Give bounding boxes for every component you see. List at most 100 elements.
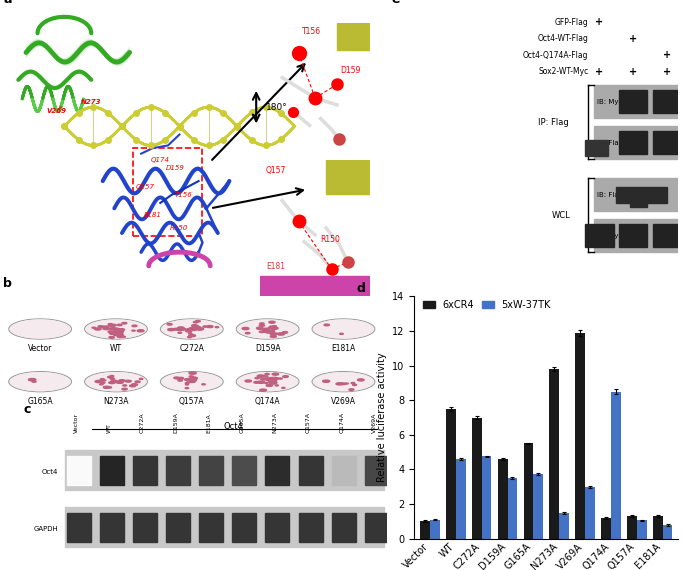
Text: b: b — [3, 276, 12, 290]
Circle shape — [114, 328, 118, 329]
Text: N273: N273 — [81, 99, 101, 105]
Bar — [616, 186, 667, 203]
Circle shape — [119, 329, 123, 331]
Bar — [594, 178, 678, 211]
Text: Oct4: Oct4 — [223, 422, 242, 431]
Bar — [265, 513, 289, 542]
Circle shape — [177, 329, 183, 331]
Circle shape — [259, 324, 264, 327]
Circle shape — [9, 372, 72, 392]
Circle shape — [104, 387, 108, 388]
Bar — [232, 456, 256, 484]
Text: +: + — [663, 50, 671, 60]
Circle shape — [272, 373, 279, 375]
Circle shape — [197, 328, 200, 329]
Bar — [586, 140, 608, 156]
Circle shape — [190, 377, 197, 380]
Text: +: + — [595, 17, 603, 27]
Circle shape — [95, 380, 102, 382]
Text: Vector: Vector — [28, 344, 52, 353]
Circle shape — [351, 382, 355, 384]
Text: E181A: E181A — [332, 344, 356, 353]
Circle shape — [358, 379, 364, 381]
Circle shape — [123, 385, 127, 386]
Circle shape — [99, 384, 103, 385]
Circle shape — [95, 328, 101, 330]
Circle shape — [103, 328, 110, 329]
Circle shape — [271, 328, 275, 329]
Circle shape — [160, 319, 223, 339]
Circle shape — [277, 333, 284, 335]
Circle shape — [92, 327, 96, 328]
Circle shape — [112, 324, 116, 326]
Circle shape — [122, 336, 125, 337]
Circle shape — [270, 333, 277, 335]
Text: IB: Flag: IB: Flag — [597, 192, 623, 198]
Circle shape — [340, 333, 343, 335]
Bar — [66, 456, 90, 484]
Text: E181: E181 — [144, 211, 162, 218]
Text: D159: D159 — [166, 165, 185, 171]
Bar — [508, 478, 517, 539]
Text: Sox2-WT-Myc: Sox2-WT-Myc — [538, 67, 588, 76]
Bar — [364, 456, 388, 484]
Circle shape — [108, 331, 113, 332]
Bar — [594, 86, 678, 118]
Circle shape — [314, 372, 373, 392]
Text: 180°: 180° — [266, 103, 288, 112]
Circle shape — [193, 321, 198, 323]
Circle shape — [238, 319, 297, 339]
Text: IB: Flag: IB: Flag — [597, 140, 623, 146]
Bar — [134, 148, 203, 236]
Text: Oct4-WT-Flag: Oct4-WT-Flag — [538, 34, 588, 43]
Circle shape — [236, 372, 299, 392]
Circle shape — [215, 327, 219, 328]
Text: +: + — [663, 67, 671, 76]
Circle shape — [177, 328, 183, 330]
Text: R150: R150 — [171, 225, 188, 231]
Circle shape — [113, 381, 116, 382]
Circle shape — [186, 384, 188, 385]
Text: +: + — [595, 67, 603, 76]
Bar — [653, 516, 662, 539]
Circle shape — [185, 382, 189, 384]
Circle shape — [129, 385, 136, 387]
Circle shape — [314, 319, 373, 339]
Text: E181A: E181A — [206, 413, 211, 433]
Circle shape — [195, 327, 201, 328]
Bar — [100, 513, 124, 542]
Bar — [430, 520, 440, 539]
Circle shape — [345, 383, 348, 384]
Circle shape — [188, 335, 195, 337]
Circle shape — [197, 328, 202, 330]
Circle shape — [269, 327, 273, 329]
Text: WCL: WCL — [551, 211, 571, 219]
Circle shape — [269, 377, 275, 380]
Circle shape — [107, 386, 112, 388]
Bar — [627, 516, 637, 539]
Bar — [65, 450, 384, 490]
Circle shape — [137, 329, 144, 332]
Circle shape — [112, 328, 117, 329]
Text: V269A: V269A — [372, 413, 377, 433]
Circle shape — [336, 382, 343, 385]
Bar — [619, 131, 647, 154]
Circle shape — [190, 381, 195, 382]
Circle shape — [116, 381, 123, 384]
Circle shape — [111, 380, 118, 382]
Circle shape — [108, 324, 114, 326]
Bar — [630, 199, 647, 207]
Circle shape — [269, 385, 273, 386]
Bar — [601, 518, 611, 539]
Bar — [199, 513, 223, 542]
Circle shape — [103, 380, 106, 381]
Circle shape — [116, 329, 122, 331]
Circle shape — [190, 328, 197, 331]
Bar — [549, 369, 559, 539]
Circle shape — [119, 380, 123, 381]
Bar — [265, 456, 289, 484]
Bar — [420, 522, 430, 539]
Circle shape — [187, 329, 191, 331]
Circle shape — [273, 325, 277, 327]
Circle shape — [114, 381, 117, 382]
